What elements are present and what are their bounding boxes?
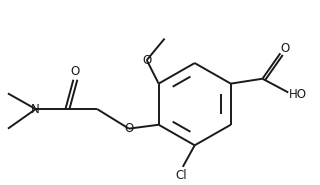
Text: O: O: [281, 42, 290, 55]
Text: O: O: [142, 54, 151, 67]
Text: HO: HO: [289, 88, 307, 101]
Text: O: O: [71, 65, 80, 78]
Text: O: O: [124, 122, 133, 135]
Text: Cl: Cl: [175, 169, 187, 182]
Text: N: N: [31, 102, 40, 116]
